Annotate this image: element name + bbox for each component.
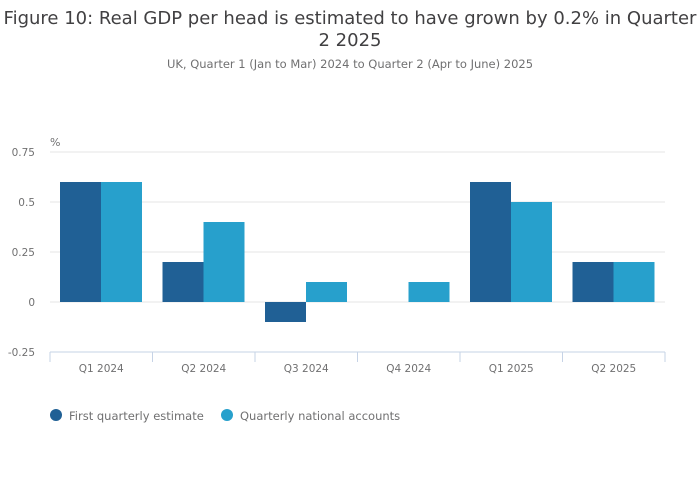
bar-first-quarterly-estimate [60,182,101,302]
x-tick-label: Q2 2025 [591,363,636,375]
legend-marker [50,409,62,421]
x-tick-label: Q1 2024 [79,363,124,375]
bar-quarterly-national-accounts [408,282,450,302]
y-tick-label: 0.75 [12,147,35,159]
y-tick-label: 0 [28,297,35,309]
bar-quarterly-national-accounts [306,282,347,302]
bar-quarterly-national-accounts [511,202,552,302]
bar-quarterly-national-accounts [203,222,245,302]
legend-label: Quarterly national accounts [240,409,400,423]
bar-quarterly-national-accounts [613,262,655,302]
chart-title: Figure 10: Real GDP per head is estimate… [3,8,697,51]
y-axis-label: % [50,136,60,149]
y-tick-label: 0.5 [18,197,35,209]
x-tick-label: Q3 2024 [284,363,329,375]
bar-quarterly-national-accounts [101,182,142,302]
x-tick-label: Q2 2024 [181,363,226,375]
bar-first-quarterly-estimate [265,302,306,322]
legend-label: First quarterly estimate [69,409,204,423]
chart-subtitle: UK, Quarter 1 (Jan to Mar) 2024 to Quart… [166,57,534,71]
legend-marker [221,409,233,421]
bar-first-quarterly-estimate [162,262,204,302]
x-tick-label: Q1 2025 [489,363,534,375]
y-tick-label: -0.25 [8,347,35,359]
x-tick-label: Q4 2024 [386,363,431,375]
y-tick-label: 0.25 [12,247,35,259]
bar-first-quarterly-estimate [470,182,511,302]
bar-first-quarterly-estimate [572,262,614,302]
